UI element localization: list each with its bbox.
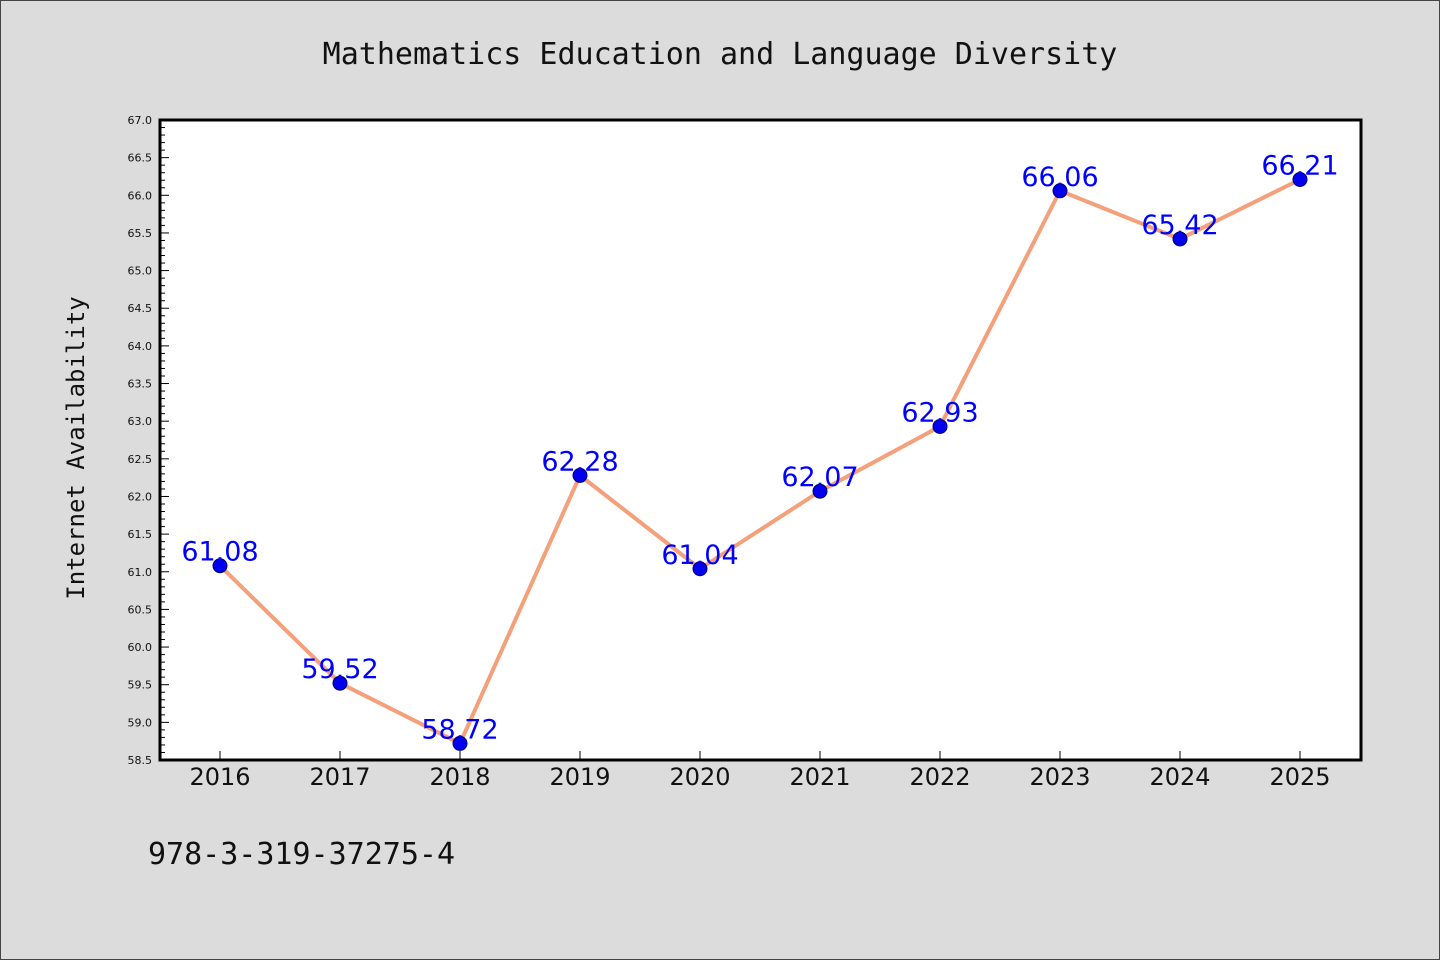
data-point-marker	[692, 561, 708, 577]
y-tick-label: 64.0	[128, 340, 153, 353]
x-tick-label: 2019	[549, 763, 610, 791]
x-tick-label: 2025	[1269, 763, 1330, 791]
x-tick-label: 2023	[1029, 763, 1090, 791]
data-label: 66.06	[1021, 162, 1098, 193]
y-tick-label: 62.5	[128, 453, 153, 466]
y-tick-label: 61.0	[128, 566, 153, 579]
y-tick-label: 59.0	[128, 716, 153, 729]
plot-frame	[158, 118, 1363, 762]
plot-area	[160, 120, 1361, 760]
data-point-marker	[1292, 171, 1308, 187]
data-label: 61.04	[661, 540, 738, 571]
x-tick-label: 2022	[909, 763, 970, 791]
y-tick-label: 64.5	[128, 302, 153, 315]
data-label: 61.08	[181, 537, 258, 568]
x-tick-label: 2020	[669, 763, 730, 791]
data-point-marker	[932, 418, 948, 434]
footer-isbn: 978-3-319-37275-4	[148, 837, 455, 872]
y-tick-label: 66.0	[128, 189, 153, 202]
y-axis-label: Internet Availability	[62, 296, 90, 599]
x-tick-label: 2018	[429, 763, 490, 791]
y-tick-label: 65.0	[128, 265, 153, 278]
y-tick-label: 63.0	[128, 415, 153, 428]
data-point-marker	[1172, 231, 1188, 247]
y-tick-label: 62.0	[128, 490, 153, 503]
data-label: 62.28	[541, 446, 618, 477]
data-label: 58.72	[421, 714, 498, 745]
data-point-marker	[812, 483, 828, 499]
y-tick-label: 63.5	[128, 378, 153, 391]
series-line	[218, 177, 1302, 746]
data-label: 66.21	[1261, 150, 1338, 181]
x-tick-label: 2021	[789, 763, 850, 791]
x-tick-label: 2024	[1149, 763, 1210, 791]
data-point-marker	[572, 467, 588, 483]
data-point-marker	[452, 735, 468, 751]
y-tick-label: 67.0	[128, 114, 153, 127]
y-tick-label: 60.5	[128, 603, 153, 616]
data-point-marker	[212, 558, 228, 574]
x-tick-label: 2017	[309, 763, 370, 791]
y-tick-label: 60.0	[128, 641, 153, 654]
data-label: 59.52	[301, 654, 378, 685]
data-label: 65.42	[1141, 210, 1218, 241]
y-tick-label: 59.5	[128, 679, 153, 692]
data-point-marker	[1052, 183, 1068, 199]
y-tick-label: 58.5	[128, 754, 153, 767]
data-label: 62.07	[781, 462, 858, 493]
x-tick-label: 2016	[189, 763, 250, 791]
y-tick-label: 65.5	[128, 227, 153, 240]
y-tick-label: 61.5	[128, 528, 153, 541]
data-label: 62.93	[901, 397, 978, 428]
y-tick-label: 66.5	[128, 152, 153, 165]
data-point-marker	[332, 675, 348, 691]
chart-title: Mathematics Education and Language Diver…	[323, 37, 1118, 72]
